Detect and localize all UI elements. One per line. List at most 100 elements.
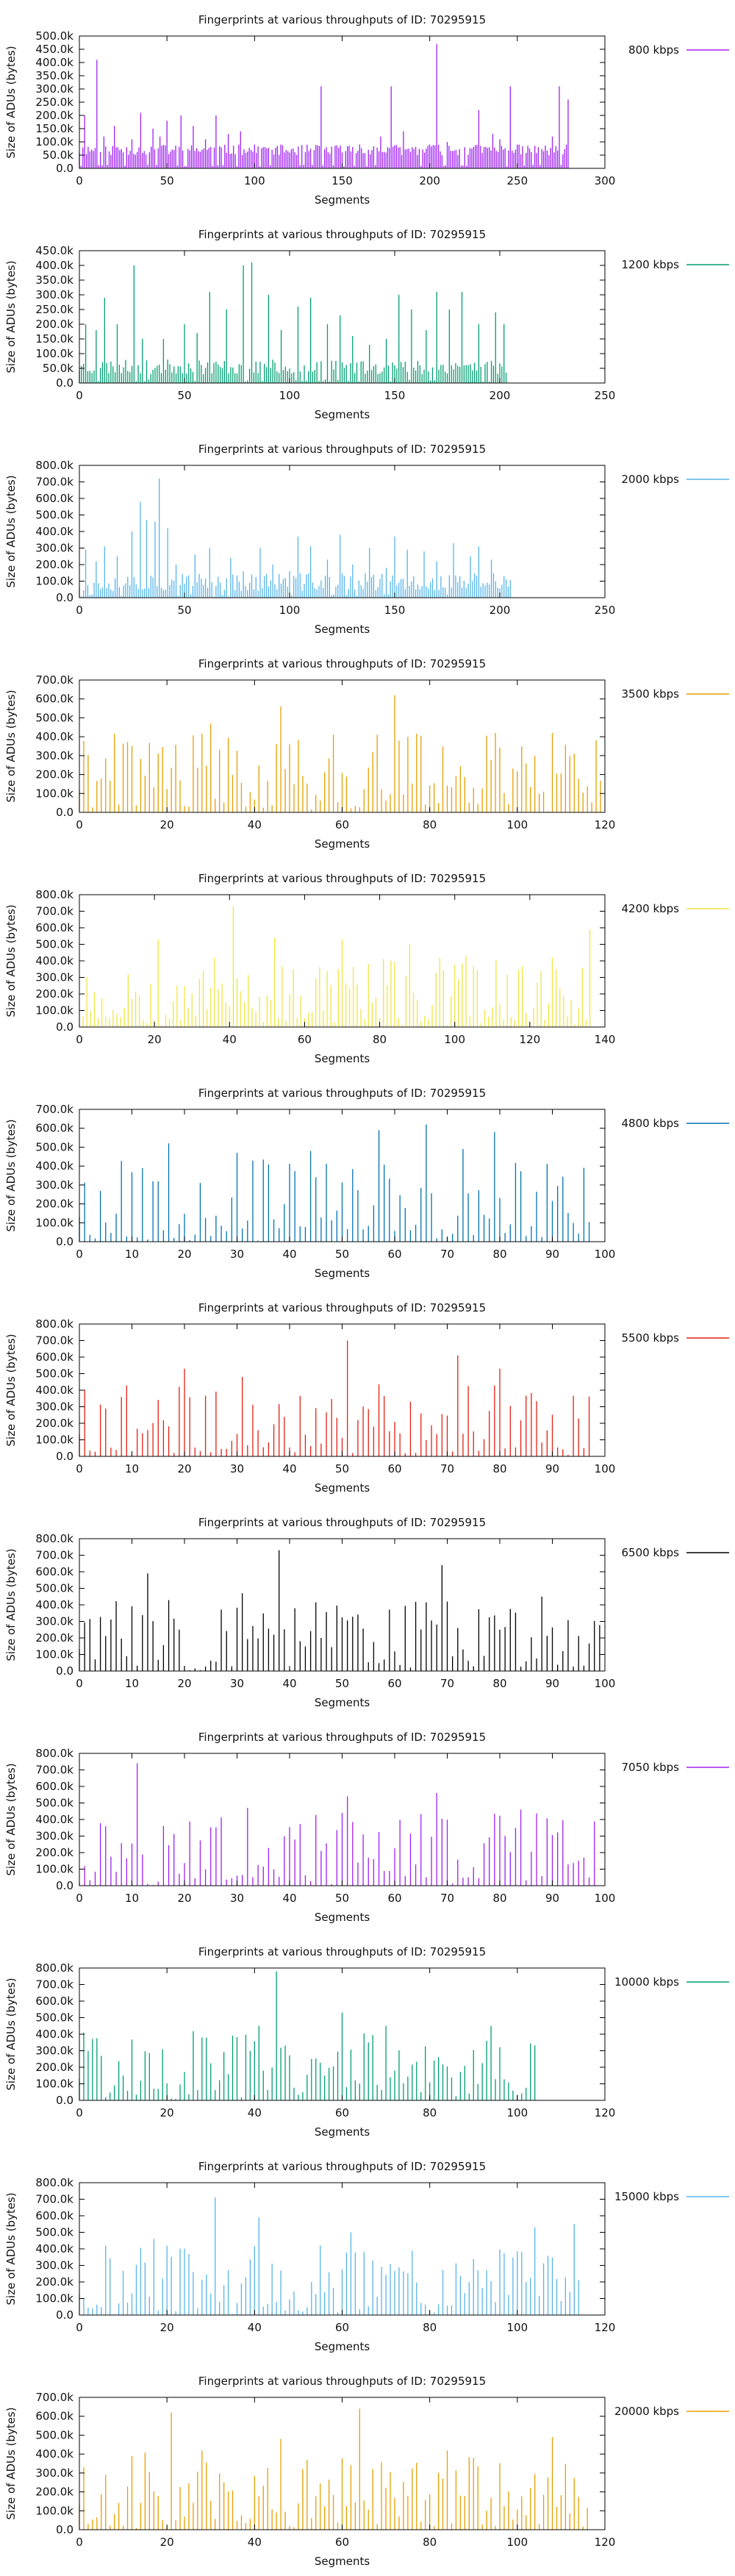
y-axis-label: Size of ADUs (bytes) — [4, 904, 18, 1017]
y-tick-label: 300.0k — [35, 2259, 74, 2272]
y-tick-label: 100.0k — [35, 1863, 74, 1876]
x-tick-label: 30 — [230, 1462, 244, 1475]
y-tick-label: 100.0k — [35, 787, 74, 800]
y-tick-label: 700.0k — [35, 1978, 74, 1992]
y-tick-label: 100.0k — [35, 1004, 74, 1017]
y-tick-label: 100.0k — [35, 2078, 74, 2091]
legend-label: 15000 kbps — [614, 2190, 679, 2203]
x-tick-label: 100 — [595, 1248, 616, 1261]
x-tick-label: 300 — [595, 174, 616, 187]
x-tick-label: 80 — [492, 1677, 506, 1690]
y-tick-label: 500.0k — [35, 938, 74, 951]
y-tick-label: 200.0k — [35, 318, 74, 331]
y-tick-label: 200.0k — [35, 2486, 74, 2499]
y-tick-label: 700.0k — [35, 673, 74, 687]
y-tick-label: 250.0k — [35, 303, 74, 316]
x-tick-label: 50 — [177, 389, 191, 402]
x-tick-label: 100 — [244, 174, 265, 187]
x-axis-label: Segments — [315, 1911, 370, 1924]
y-tick-label: 200.0k — [35, 1198, 74, 1211]
legend-label: 800 kbps — [628, 43, 679, 57]
x-tick-label: 60 — [335, 818, 349, 831]
y-tick-label: 500.0k — [35, 1797, 74, 1810]
x-tick-label: 20 — [160, 2321, 174, 2334]
y-tick-label: 450.0k — [35, 43, 74, 56]
y-tick-label: 450.0k — [35, 244, 74, 257]
x-tick-label: 20 — [148, 1033, 162, 1046]
x-tick-label: 150 — [331, 174, 353, 187]
y-tick-label: 500.0k — [35, 2011, 74, 2025]
chart-title: Fingerprints at various throughputs of I… — [198, 1945, 486, 1958]
x-tick-label: 40 — [248, 2106, 262, 2119]
bar-series — [79, 1124, 590, 1242]
x-tick-label: 40 — [282, 1248, 296, 1261]
x-axis-label: Segments — [315, 1696, 370, 1709]
y-tick-label: 0.0 — [56, 1664, 74, 1678]
x-tick-label: 40 — [248, 818, 262, 831]
x-tick-label: 0 — [76, 2321, 83, 2334]
y-tick-label: 600.0k — [35, 2209, 74, 2222]
y-tick-label: 700.0k — [35, 476, 74, 489]
y-tick-label: 300.0k — [35, 2466, 74, 2480]
x-tick-label: 50 — [335, 1248, 349, 1261]
bar-series — [79, 479, 511, 598]
y-axis-label: Size of ADUs (bytes) — [4, 1548, 18, 1661]
x-tick-label: 0 — [76, 174, 83, 187]
x-tick-label: 100 — [595, 1892, 616, 1905]
y-tick-label: 200.0k — [35, 2061, 74, 2074]
y-tick-label: 400.0k — [35, 259, 74, 272]
y-tick-label: 400.0k — [35, 525, 74, 538]
y-tick-label: 500.0k — [35, 509, 74, 522]
legend-label: 1200 kbps — [622, 258, 680, 271]
y-tick-label: 500.0k — [35, 29, 74, 43]
y-tick-label: 200.0k — [35, 768, 74, 781]
chart-title: Fingerprints at various throughputs of I… — [198, 1301, 486, 1314]
x-tick-label: 120 — [595, 818, 616, 831]
x-tick-label: 140 — [595, 1033, 616, 1046]
x-tick-label: 40 — [282, 1677, 296, 1690]
x-tick-label: 100 — [444, 1033, 465, 1046]
y-tick-label: 0.0 — [56, 2523, 74, 2536]
y-tick-label: 300.0k — [35, 2044, 74, 2058]
x-tick-label: 60 — [335, 2106, 349, 2119]
x-tick-label: 70 — [440, 1677, 454, 1690]
x-axis-label: Segments — [315, 2125, 370, 2139]
y-tick-label: 100.0k — [35, 135, 74, 149]
x-tick-label: 100 — [595, 1462, 616, 1475]
y-tick-label: 400.0k — [35, 56, 74, 69]
y-tick-label: 400.0k — [35, 1159, 74, 1173]
chart-title: Fingerprints at various throughputs of I… — [198, 1731, 486, 1744]
y-tick-label: 400.0k — [35, 1384, 74, 1397]
x-tick-label: 70 — [440, 1248, 454, 1261]
y-tick-label: 100.0k — [35, 2292, 74, 2305]
y-tick-label: 0.0 — [56, 1879, 74, 1892]
y-tick-label: 700.0k — [35, 1334, 74, 1348]
y-tick-label: 300.0k — [35, 542, 74, 555]
bar-series — [79, 695, 601, 812]
y-tick-label: 200.0k — [35, 2275, 74, 2289]
x-axis-label: Segments — [315, 1052, 370, 1065]
y-tick-label: 0.0 — [56, 1235, 74, 1248]
y-tick-label: 400.0k — [35, 954, 74, 967]
x-tick-label: 10 — [125, 1248, 139, 1261]
y-tick-label: 50.0k — [43, 149, 74, 162]
x-tick-label: 40 — [248, 2321, 262, 2334]
x-tick-label: 50 — [335, 1892, 349, 1905]
y-tick-label: 500.0k — [35, 1582, 74, 1595]
y-tick-label: 800.0k — [35, 1961, 74, 1975]
y-tick-label: 600.0k — [35, 693, 74, 706]
y-tick-label: 800.0k — [35, 1317, 74, 1331]
x-tick-label: 100 — [279, 604, 301, 617]
y-axis-label: Size of ADUs (bytes) — [4, 690, 18, 802]
chart-title: Fingerprints at various throughputs of I… — [198, 657, 486, 670]
y-tick-label: 500.0k — [35, 1140, 74, 1153]
x-axis-label: Segments — [315, 1267, 370, 1280]
x-tick-label: 0 — [76, 1248, 83, 1261]
x-tick-label: 20 — [160, 2106, 174, 2119]
y-tick-label: 50.0k — [43, 362, 74, 375]
y-axis-label: Size of ADUs (bytes) — [4, 1119, 18, 1231]
x-tick-label: 0 — [76, 1677, 83, 1690]
y-axis-label: Size of ADUs (bytes) — [4, 1763, 18, 1875]
x-tick-label: 80 — [492, 1892, 506, 1905]
